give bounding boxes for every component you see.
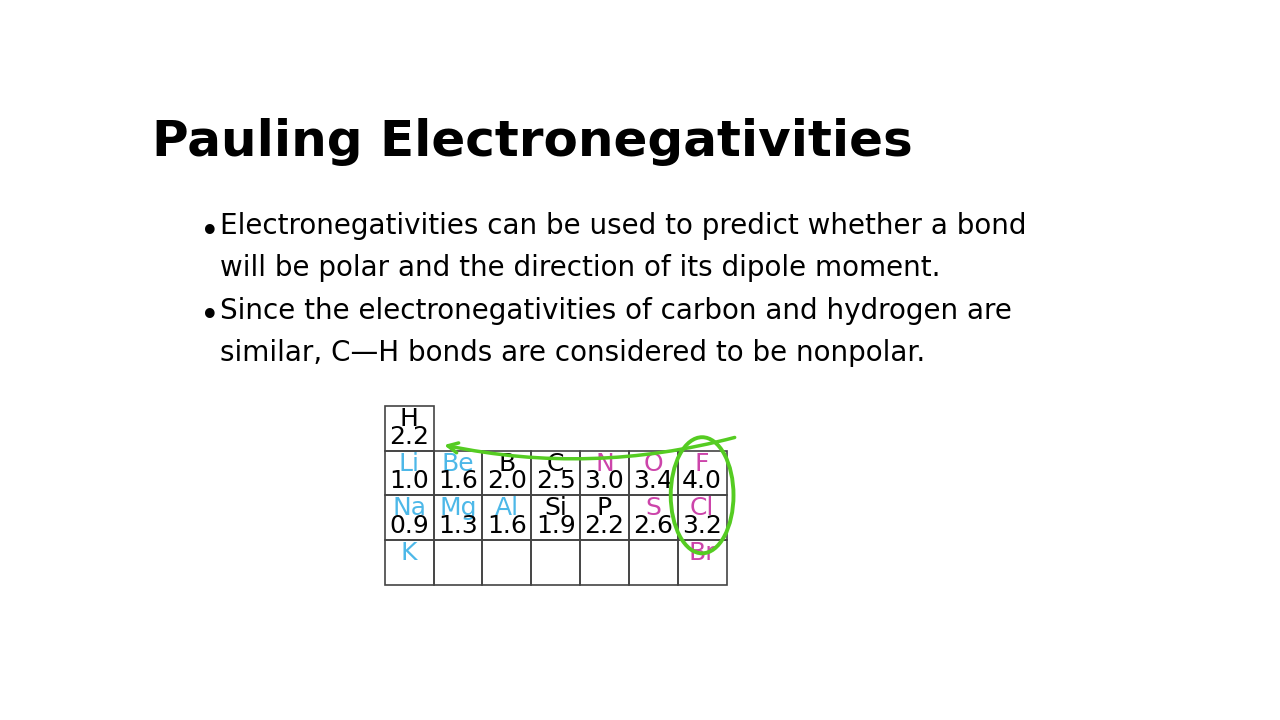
Text: Since the electronegativities of carbon and hydrogen are
similar, C—H bonds are : Since the electronegativities of carbon … (220, 297, 1012, 367)
Text: 1.0: 1.0 (389, 469, 429, 493)
Text: 1.6: 1.6 (438, 469, 477, 493)
Text: •: • (200, 216, 220, 248)
Bar (677, 540, 727, 585)
Text: 2.6: 2.6 (634, 514, 673, 538)
Bar (580, 540, 628, 585)
Text: B: B (498, 451, 516, 476)
Bar (385, 451, 434, 495)
Bar (483, 495, 531, 540)
Text: K: K (401, 541, 417, 565)
Bar (628, 540, 677, 585)
Text: •: • (200, 300, 220, 333)
Text: Br: Br (689, 541, 716, 565)
Bar (628, 451, 677, 495)
Text: 3.4: 3.4 (634, 469, 673, 493)
Bar (434, 451, 483, 495)
Bar (628, 495, 677, 540)
Text: 3.2: 3.2 (682, 514, 722, 538)
Bar (483, 540, 531, 585)
Bar (385, 495, 434, 540)
Bar (531, 540, 580, 585)
Text: 0.9: 0.9 (389, 514, 429, 538)
Text: H: H (399, 407, 419, 431)
Text: S: S (645, 496, 662, 521)
Text: P: P (596, 496, 612, 521)
Text: 2.2: 2.2 (585, 514, 625, 538)
Text: 1.6: 1.6 (486, 514, 527, 538)
Text: Be: Be (442, 451, 475, 476)
Bar (434, 495, 483, 540)
Text: 2.2: 2.2 (389, 425, 429, 449)
Text: C: C (547, 451, 564, 476)
Bar (385, 406, 434, 451)
Bar (531, 495, 580, 540)
Text: N: N (595, 451, 614, 476)
Text: Li: Li (398, 451, 420, 476)
Text: Cl: Cl (690, 496, 714, 521)
Text: Pauling Electronegativities: Pauling Electronegativities (151, 118, 913, 166)
Bar (677, 451, 727, 495)
Text: Mg: Mg (439, 496, 476, 521)
Text: O: O (644, 451, 663, 476)
Text: 2.5: 2.5 (536, 469, 576, 493)
Text: Si: Si (544, 496, 567, 521)
Text: 1.3: 1.3 (438, 514, 477, 538)
Text: 2.0: 2.0 (486, 469, 527, 493)
Bar (580, 451, 628, 495)
Text: 4.0: 4.0 (682, 469, 722, 493)
Text: Al: Al (495, 496, 518, 521)
Text: Electronegativities can be used to predict whether a bond
will be polar and the : Electronegativities can be used to predi… (220, 212, 1027, 282)
Bar (531, 451, 580, 495)
Bar (580, 495, 628, 540)
Bar (677, 495, 727, 540)
Text: 1.9: 1.9 (536, 514, 576, 538)
Bar (483, 451, 531, 495)
Bar (434, 540, 483, 585)
Text: F: F (695, 451, 709, 476)
FancyArrowPatch shape (448, 438, 735, 459)
Bar (385, 540, 434, 585)
Text: 3.0: 3.0 (585, 469, 625, 493)
Text: Na: Na (392, 496, 426, 521)
